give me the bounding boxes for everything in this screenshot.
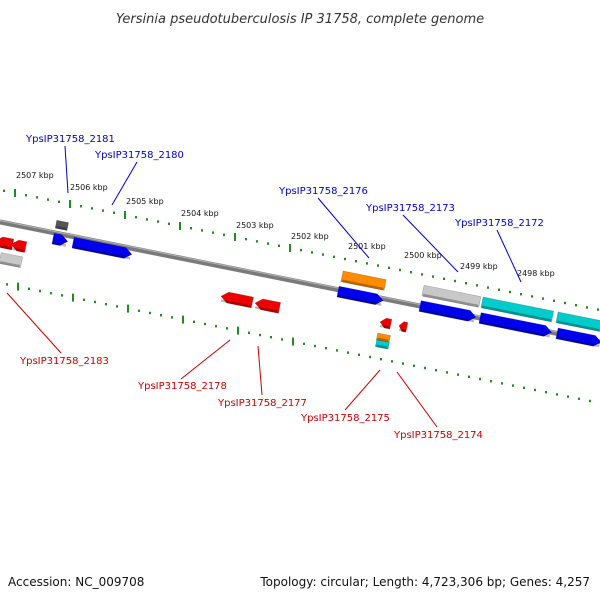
gene-label-forward[interactable]: YpsIP31758_2173 bbox=[365, 203, 455, 214]
scale-ticks bbox=[3, 189, 599, 403]
gene-feature-red[interactable] bbox=[0, 236, 15, 251]
gene-label-reverse[interactable]: YpsIP31758_2178 bbox=[137, 381, 227, 392]
scale-label: 2504 kbp bbox=[181, 209, 219, 218]
gene-feature-red[interactable] bbox=[379, 317, 393, 330]
gene-feature-blue[interactable] bbox=[336, 285, 384, 306]
gene-feature-gray[interactable] bbox=[421, 284, 482, 308]
gene-features bbox=[0, 219, 600, 350]
gene-feature-cyan[interactable] bbox=[374, 339, 390, 350]
gene-feature-red[interactable] bbox=[10, 239, 28, 253]
gene-label-reverse[interactable]: YpsIP31758_2183 bbox=[19, 356, 109, 367]
gene-leader-line bbox=[402, 214, 459, 273]
gene-leader-line bbox=[344, 369, 381, 411]
gene-leader-line bbox=[111, 161, 138, 206]
scale-label: 2500 kbp bbox=[404, 251, 442, 260]
gene-feature-orange[interactable] bbox=[340, 270, 387, 291]
scale-label: 2505 kbp bbox=[126, 197, 164, 206]
gene-feature-blue[interactable] bbox=[418, 300, 477, 323]
scale-label: 2501 kbp bbox=[348, 242, 386, 251]
scale-label: 2507 kbp bbox=[16, 171, 54, 180]
scale-label: 2498 kbp bbox=[517, 269, 555, 278]
gene-label-forward[interactable]: YpsIP31758_2176 bbox=[278, 186, 368, 197]
gene-feature-blue[interactable] bbox=[51, 232, 69, 247]
gene-label-reverse[interactable]: YpsIP31758_2174 bbox=[393, 430, 483, 441]
gene-leader-line bbox=[257, 345, 263, 396]
gene-feature-red[interactable] bbox=[398, 321, 409, 333]
gene-feature-blue[interactable] bbox=[555, 327, 600, 348]
scale-label: 2499 kbp bbox=[460, 262, 498, 271]
scale-label: 2506 kbp bbox=[70, 183, 108, 192]
gene-feature-red[interactable] bbox=[254, 298, 281, 314]
scale-label: 2503 kbp bbox=[236, 221, 274, 230]
accession-text: Accession: NC_009708 bbox=[8, 575, 144, 589]
gene-feature-cyan[interactable] bbox=[480, 296, 555, 323]
gene-leader-line bbox=[317, 197, 370, 259]
gene-label-forward[interactable]: YpsIP31758_2181 bbox=[25, 134, 115, 145]
gene-leader-line bbox=[180, 339, 231, 380]
gene-leader-line bbox=[396, 371, 438, 428]
gene-feature-blue[interactable] bbox=[71, 236, 133, 260]
gene-feature-cyan[interactable] bbox=[555, 311, 600, 332]
map-title: Yersinia pseudotuberculosis IP 31758, co… bbox=[116, 12, 484, 27]
gene-labels: YpsIP31758_2181 YpsIP31758_2180 YpsIP31758… bbox=[6, 134, 544, 441]
scale-labels: 2507 kbp 2506 kbp 2505 kbp 2504 kbp 2503 kbp… bbox=[16, 171, 555, 278]
topology-text: Topology: circular; Length: 4,723,306 bp… bbox=[259, 575, 590, 589]
scale-label: 2502 kbp bbox=[291, 232, 329, 241]
gene-feature-gray[interactable] bbox=[0, 252, 24, 269]
gene-feature-dark[interactable] bbox=[54, 219, 69, 231]
gene-label-reverse[interactable]: YpsIP31758_2175 bbox=[300, 413, 390, 424]
gene-feature-blue[interactable] bbox=[478, 312, 553, 338]
gene-leader-line bbox=[496, 229, 522, 283]
gene-label-forward[interactable]: YpsIP31758_2172 bbox=[454, 218, 544, 229]
gene-label-reverse[interactable]: YpsIP31758_2177 bbox=[217, 398, 307, 409]
gene-leader-line bbox=[64, 145, 69, 194]
gene-leader-line bbox=[6, 292, 62, 354]
gene-feature-red[interactable] bbox=[220, 291, 254, 309]
gene-label-forward[interactable]: YpsIP31758_2180 bbox=[94, 150, 184, 161]
